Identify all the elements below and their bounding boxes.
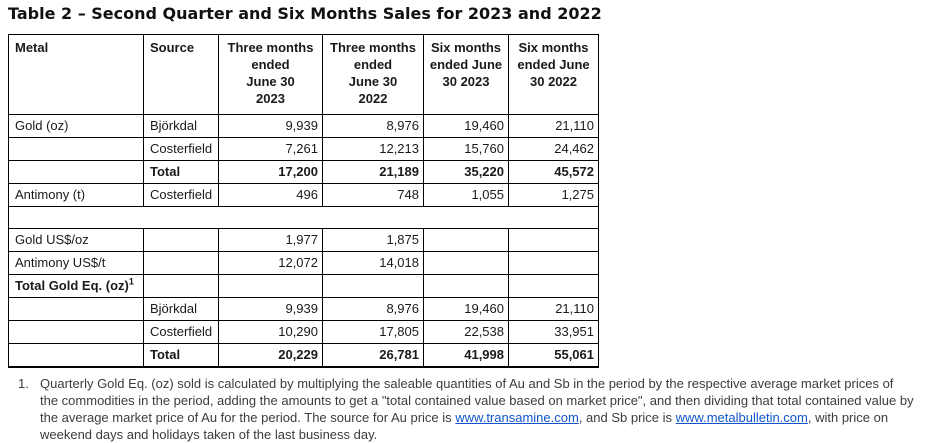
value-cell: 9,939	[218, 297, 323, 321]
source-cell: Total	[143, 343, 219, 368]
value-cell: 21,110	[508, 114, 599, 138]
value-cell: 41,998	[423, 343, 509, 368]
metal-label: Antimony US$/t	[15, 255, 106, 270]
source-cell: Costerfield	[143, 183, 219, 207]
source-cell: Costerfield	[143, 320, 219, 344]
metalbulletin-link[interactable]: www.metalbulletin.com	[675, 410, 808, 425]
value-cell: 496	[218, 183, 323, 207]
column-header-6m-ended-2023: Six months ended June 30 2023	[423, 34, 509, 115]
value-cell: 24,462	[508, 137, 599, 161]
metal-cell	[8, 137, 144, 161]
metal-label: Total Gold Eq. (oz)	[15, 278, 129, 293]
value-cell: 14,018	[322, 251, 424, 275]
value-cell: 7,261	[218, 137, 323, 161]
value-cell: 1,875	[322, 228, 424, 252]
table-row: Costerfield 7,261 12,213 15,760 24,462	[8, 137, 599, 161]
value-cell: 8,976	[322, 297, 424, 321]
metal-cell: Total Gold Eq. (oz)1	[8, 274, 144, 298]
metal-cell	[8, 160, 144, 184]
value-cell	[508, 228, 599, 252]
value-cell	[508, 251, 599, 275]
table-row: Costerfield 10,290 17,805 22,538 33,951	[8, 320, 599, 344]
value-cell: 15,760	[423, 137, 509, 161]
footnote-marker: 1.	[18, 376, 29, 391]
value-cell: 12,213	[322, 137, 424, 161]
value-cell: 1,977	[218, 228, 323, 252]
table-row: Total Gold Eq. (oz)1	[8, 274, 599, 298]
metal-label: Gold US$/oz	[15, 232, 89, 247]
source-cell: Total	[143, 160, 219, 184]
value-cell: 1,055	[423, 183, 509, 207]
value-cell: 17,805	[322, 320, 424, 344]
metal-label: Antimony (t)	[15, 187, 86, 202]
value-cell: 17,200	[218, 160, 323, 184]
table-row: Antimony (t) Costerfield 496 748 1,055 1,275	[8, 183, 599, 207]
value-cell	[423, 274, 509, 298]
metal-cell: Antimony (t)	[8, 183, 144, 207]
spacer-row	[8, 206, 599, 229]
footnote-text-2: , and Sb price is	[578, 410, 676, 425]
value-cell: 55,061	[508, 343, 599, 368]
source-cell: Björkdal	[143, 297, 219, 321]
value-cell: 8,976	[322, 114, 424, 138]
value-cell: 10,290	[218, 320, 323, 344]
column-header-3m-ended-2023: Three months ended June 30 2023	[218, 34, 323, 115]
table-body: Gold (oz) Björkdal 9,939 8,976 19,460 21,110 C…	[8, 114, 599, 368]
value-cell: 21,189	[322, 160, 424, 184]
value-cell: 45,572	[508, 160, 599, 184]
table-header: Metal Source Three months ended June 30 …	[8, 34, 599, 115]
value-cell: 35,220	[423, 160, 509, 184]
source-cell	[143, 251, 219, 275]
value-cell: 20,229	[218, 343, 323, 368]
column-header-metal: Metal	[8, 34, 144, 115]
source-cell	[143, 228, 219, 252]
source-cell	[143, 274, 219, 298]
table-row: Total 17,200 21,189 35,220 45,572	[8, 160, 599, 184]
value-cell: 1,275	[508, 183, 599, 207]
value-cell	[322, 274, 424, 298]
sales-table: Metal Source Three months ended June 30 …	[8, 34, 599, 368]
value-cell	[508, 274, 599, 298]
value-cell: 748	[322, 183, 424, 207]
footnote: 1. Quarterly Gold Eq. (oz) sold is calcu…	[8, 375, 940, 443]
metal-label: Gold (oz)	[15, 118, 69, 133]
metal-cell	[8, 320, 144, 344]
value-cell: 33,951	[508, 320, 599, 344]
value-cell: 19,460	[423, 114, 509, 138]
table-row: Björkdal 9,939 8,976 19,460 21,110	[8, 297, 599, 321]
value-cell: 26,781	[322, 343, 424, 368]
value-cell	[423, 228, 509, 252]
value-cell	[218, 274, 323, 298]
value-cell: 21,110	[508, 297, 599, 321]
metal-cell: Antimony US$/t	[8, 251, 144, 275]
column-header-3m-ended-2022: Three months ended June 30 2022	[322, 34, 424, 115]
page-title: Table 2 – Second Quarter and Six Months …	[8, 4, 602, 23]
transamine-link[interactable]: www.transamine.com	[455, 410, 579, 425]
footnote-text-1: Quarterly Gold Eq. (oz) sold is calculat…	[40, 376, 914, 425]
header-row: Metal Source Three months ended June 30 …	[8, 34, 599, 115]
footnote-text-3: , with price on weekend days and holiday…	[40, 410, 889, 442]
value-cell: 9,939	[218, 114, 323, 138]
source-cell: Björkdal	[143, 114, 219, 138]
value-cell: 19,460	[423, 297, 509, 321]
footnote-reference: 1	[128, 276, 134, 287]
table-row: Gold US$/oz 1,977 1,875	[8, 228, 599, 252]
spacer-cell	[8, 206, 599, 229]
value-cell: 12,072	[218, 251, 323, 275]
table-row: Gold (oz) Björkdal 9,939 8,976 19,460 21,110	[8, 114, 599, 138]
metal-cell	[8, 343, 144, 368]
table-row: Total 20,229 26,781 41,998 55,061	[8, 343, 599, 368]
column-header-source: Source	[143, 34, 219, 115]
metal-cell: Gold (oz)	[8, 114, 144, 138]
column-header-6m-ended-2022: Six months ended June 30 2022	[508, 34, 599, 115]
table-row: Antimony US$/t 12,072 14,018	[8, 251, 599, 275]
metal-cell: Gold US$/oz	[8, 228, 144, 252]
value-cell	[423, 251, 509, 275]
metal-cell	[8, 297, 144, 321]
source-cell: Costerfield	[143, 137, 219, 161]
footnote-text: Quarterly Gold Eq. (oz) sold is calculat…	[40, 375, 914, 443]
value-cell: 22,538	[423, 320, 509, 344]
